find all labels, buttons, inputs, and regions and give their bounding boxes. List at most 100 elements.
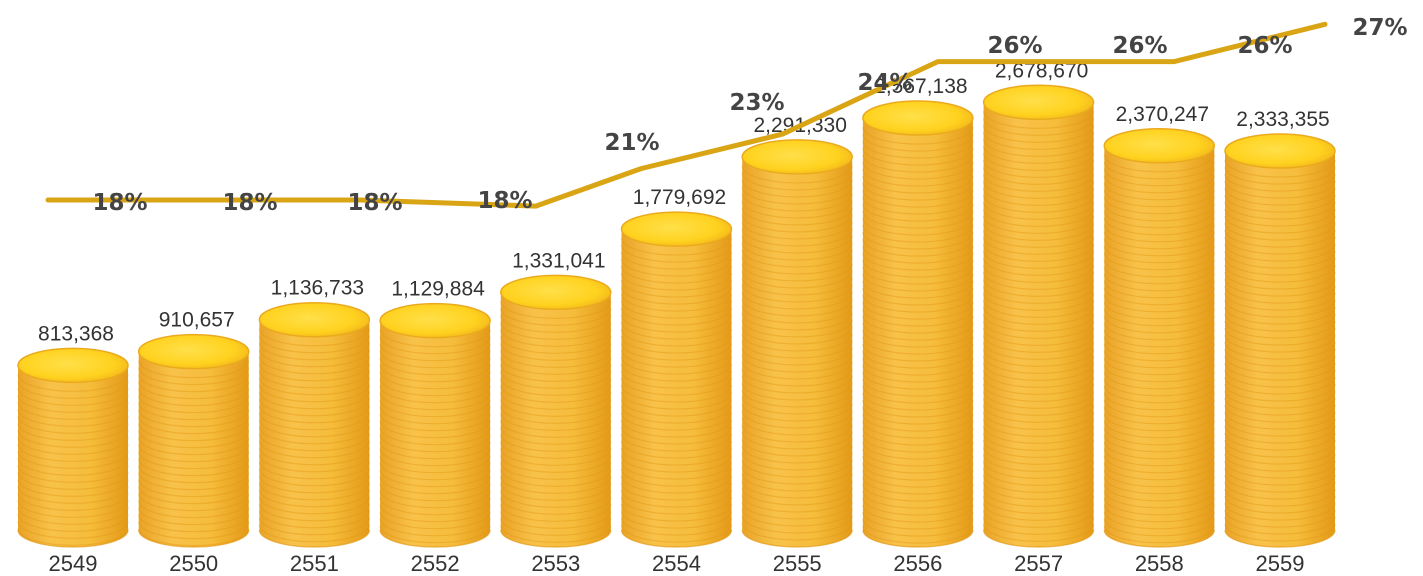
coin-ridge bbox=[741, 501, 853, 520]
coin-ridge bbox=[138, 416, 250, 435]
coin-ridge bbox=[17, 374, 129, 392]
coin-ridge bbox=[1103, 224, 1215, 243]
coin-ridge bbox=[620, 238, 733, 256]
coin-ridge bbox=[1103, 350, 1215, 369]
coin-ridge bbox=[741, 361, 853, 380]
coin-ridge bbox=[983, 160, 1095, 178]
coin-ridge bbox=[1103, 266, 1215, 285]
bar-value-label: 2,333,355 bbox=[1236, 108, 1329, 131]
coin-ridge bbox=[1103, 182, 1215, 201]
coin-ridge bbox=[862, 504, 974, 523]
coin-ridge bbox=[620, 259, 733, 277]
coin-ridge bbox=[1103, 490, 1215, 509]
coin-ridge bbox=[620, 266, 733, 284]
coin-ridge bbox=[138, 451, 250, 470]
coin-ridge bbox=[138, 388, 250, 407]
coin-ridge bbox=[741, 340, 853, 359]
coin-ridge bbox=[983, 475, 1095, 493]
coin-ridge bbox=[983, 188, 1095, 206]
coin-ridge bbox=[862, 529, 974, 548]
coin-stack-top bbox=[379, 302, 491, 339]
coin-ridge bbox=[138, 409, 250, 428]
coin-ridge bbox=[862, 287, 974, 306]
coin-ridge bbox=[379, 364, 491, 383]
coin-stack-body bbox=[1225, 150, 1335, 547]
coin-ridge bbox=[983, 146, 1095, 164]
coin-ridge bbox=[1224, 376, 1336, 395]
coin-ridge bbox=[741, 333, 853, 352]
coin-ridge bbox=[862, 413, 974, 432]
coin-ridge bbox=[620, 357, 733, 375]
coin-ridge bbox=[983, 139, 1095, 157]
coin-stack-bar bbox=[258, 301, 371, 548]
coin-ridge bbox=[862, 308, 974, 327]
coin-ridge bbox=[1224, 509, 1336, 528]
coin-ridge bbox=[1103, 529, 1215, 548]
coin-ridge bbox=[620, 350, 733, 368]
percentage-label: 18% bbox=[477, 188, 532, 214]
percentage-line bbox=[45, 21, 1328, 209]
coin-ridge bbox=[983, 216, 1095, 234]
coin-ridge bbox=[17, 430, 129, 448]
coin-stack-top bbox=[741, 139, 853, 175]
bar-value-label: 910,657 bbox=[159, 309, 235, 332]
coin-ridge bbox=[17, 514, 129, 532]
coin-ridge bbox=[1103, 336, 1215, 355]
coin-ridge bbox=[379, 469, 491, 488]
coin-ridge bbox=[862, 154, 974, 173]
coin-ridge bbox=[1224, 250, 1336, 269]
coin-ridge bbox=[258, 524, 370, 543]
coin-ridge bbox=[1103, 525, 1215, 544]
coin-ridge bbox=[862, 231, 974, 250]
coin-ridge bbox=[500, 490, 612, 508]
coin-ridge bbox=[1224, 467, 1336, 486]
coin-ridge bbox=[983, 496, 1095, 514]
coin-ridge bbox=[17, 381, 129, 399]
coin-ridge bbox=[1103, 161, 1215, 180]
coin-ridge bbox=[379, 511, 491, 530]
coin-ridge bbox=[1103, 280, 1215, 299]
coin-stack-body bbox=[983, 102, 1094, 547]
coin-ridge bbox=[983, 454, 1095, 472]
coin-ridge bbox=[862, 469, 974, 488]
coin-ridge bbox=[983, 314, 1095, 332]
coin-stack-body bbox=[500, 292, 611, 547]
coin-ridge bbox=[1103, 529, 1215, 548]
coin-ridge bbox=[741, 256, 853, 275]
year-tick-label: 2551 bbox=[290, 551, 339, 576]
coin-ridge bbox=[17, 500, 129, 518]
coin-ridge bbox=[138, 395, 250, 414]
coin-ridge bbox=[1224, 404, 1336, 423]
coin-ridge bbox=[1103, 343, 1215, 362]
coin-stack-body bbox=[862, 118, 973, 547]
coin-ridge bbox=[500, 350, 612, 368]
coin-ridge bbox=[379, 399, 491, 418]
value-labels: 813,368 910,657 1,136,733 1,129,884 1,331,04… bbox=[38, 59, 1330, 345]
coin-ridge bbox=[258, 503, 370, 522]
coin-stack-bar bbox=[379, 302, 491, 548]
coin-stack-bar bbox=[1224, 133, 1336, 548]
coin-ridge bbox=[138, 514, 250, 533]
coin-stack-bar bbox=[620, 211, 733, 548]
coin-ridge bbox=[17, 486, 129, 504]
coin-ridge bbox=[741, 487, 853, 506]
coin-ridge bbox=[138, 528, 250, 547]
coin-ridge bbox=[17, 493, 129, 511]
coin-stack-top bbox=[982, 84, 1095, 121]
coin-ridge bbox=[741, 403, 853, 422]
coin-ridge bbox=[983, 447, 1095, 465]
coin-ridge bbox=[862, 371, 974, 390]
coin-ridge bbox=[620, 294, 733, 312]
coin-ridge bbox=[862, 406, 974, 425]
coin-ridge bbox=[741, 270, 853, 289]
percentage-label: 18% bbox=[222, 190, 277, 216]
coin-stack-bar bbox=[741, 139, 853, 548]
coin-ridge bbox=[379, 448, 491, 467]
bar-value-label: 813,368 bbox=[38, 322, 114, 345]
year-tick-label: 2552 bbox=[411, 551, 460, 576]
coin-ridge bbox=[620, 273, 733, 291]
coin-ridge bbox=[1103, 378, 1215, 397]
coin-ridge bbox=[500, 343, 612, 361]
coin-ridge bbox=[862, 378, 974, 397]
coin-ridge bbox=[741, 312, 853, 331]
